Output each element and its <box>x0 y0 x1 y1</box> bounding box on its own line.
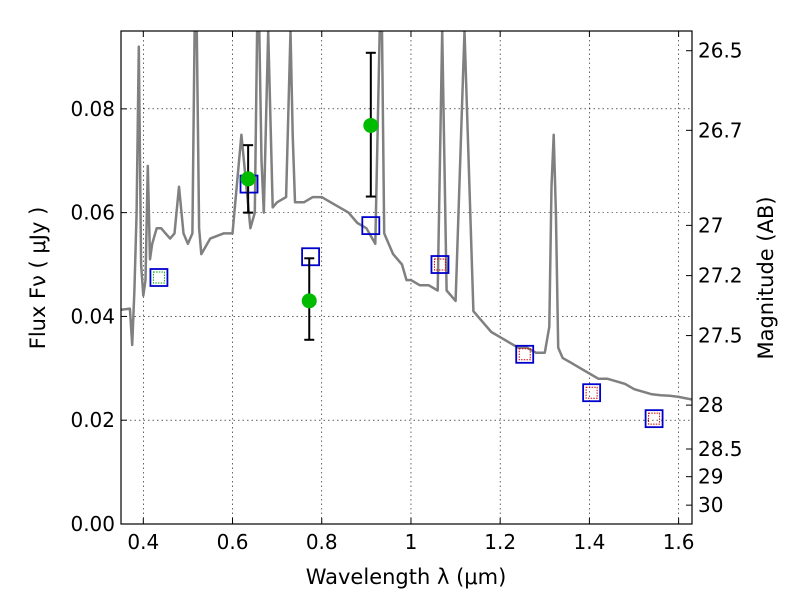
x-tick-label: 1 <box>405 530 418 554</box>
inner-square-marker <box>518 348 531 361</box>
inner-square-marker <box>433 258 446 271</box>
right-tick-label: 27.2 <box>698 264 743 288</box>
spectrum-line <box>121 31 692 401</box>
right-tick-label: 27 <box>698 213 723 237</box>
axis-ticks <box>121 31 692 525</box>
right-tick-label: 28 <box>698 393 723 417</box>
right-tick-label: 26.7 <box>698 118 743 142</box>
model-square-marker <box>644 409 664 429</box>
x-tick-label: 0.6 <box>217 530 249 554</box>
right-tick-label: 30 <box>698 493 723 517</box>
right-tick-label: 28.5 <box>698 437 743 461</box>
right-tick-label: 26.5 <box>698 39 743 63</box>
y-tick-label: 0.08 <box>70 97 115 121</box>
observed-point <box>240 171 256 187</box>
x-tick-label: 1.4 <box>573 530 605 554</box>
x-tick-label: 0.8 <box>306 530 338 554</box>
observed-point <box>363 117 379 133</box>
x-tick-label: 0.4 <box>127 530 159 554</box>
x-axis-label: Wavelength λ (μm) <box>306 565 507 589</box>
tick-labels: 0.4 0.6 0.8 1 1.2 1.4 1.6 0.00 0.02 0.04 0.06 0.08 2… <box>70 39 742 554</box>
y-tick-label: 0.00 <box>70 512 115 536</box>
y-tick-label: 0.06 <box>70 201 115 225</box>
x-tick-label: 1.6 <box>663 530 695 554</box>
right-tick-label: 27.5 <box>698 324 743 348</box>
y-tick-label: 0.04 <box>70 304 115 328</box>
y-axis-label: Flux Fν ( μJy ) <box>26 207 50 350</box>
model-square-marker <box>515 344 535 364</box>
spectrum-layer <box>121 31 692 401</box>
model-square-marker <box>582 383 602 403</box>
x-tick-label: 1.2 <box>484 530 516 554</box>
model-square-marker <box>301 247 320 267</box>
right-axis-label: Magnitude (AB) <box>754 196 778 359</box>
plot-frame <box>120 30 693 525</box>
photometry-layer <box>149 51 664 429</box>
right-tick-label: 29 <box>698 465 723 489</box>
model-square-marker <box>430 255 450 274</box>
inner-square-marker <box>152 271 165 284</box>
model-square-marker <box>361 216 381 236</box>
model-square-marker <box>149 268 169 287</box>
inner-square-marker <box>585 386 598 399</box>
observed-point <box>301 293 317 309</box>
y-tick-label: 0.02 <box>70 408 115 432</box>
inner-square-marker <box>648 412 661 425</box>
